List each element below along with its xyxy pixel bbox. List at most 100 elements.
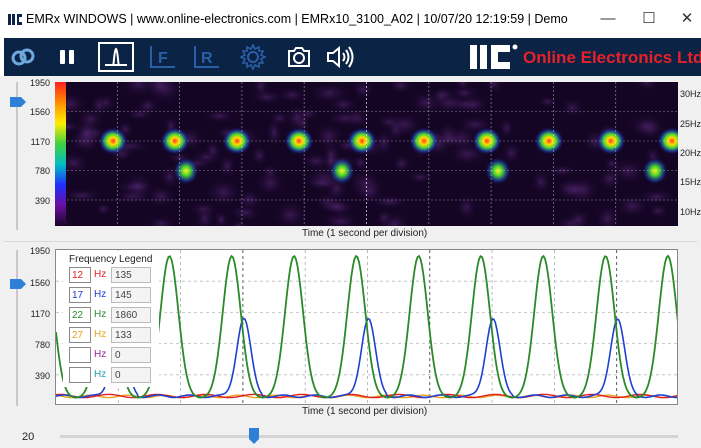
legend-frequency-input[interactable] [69, 347, 91, 363]
spectro-hot-blob [347, 127, 377, 155]
legend-row: Hz 0 [69, 347, 155, 365]
legend-value: 0 [111, 367, 151, 383]
spectrogram-gain-track[interactable] [16, 82, 18, 230]
minimize-button[interactable]: — [600, 10, 616, 27]
legend-frequency-input[interactable]: 12 [69, 267, 91, 283]
legend-unit: Hz [94, 289, 107, 300]
frequency-legend: Frequency Legend 12 Hz 135 17 Hz 145 22 Hz 1860 2… [63, 251, 159, 387]
spectro-ytick: 390 [34, 196, 50, 206]
spectro-noise-speckle [203, 139, 223, 162]
spectro-noise-speckle [559, 97, 585, 118]
spectro-noise-speckle [60, 188, 104, 203]
legend-frequency-input[interactable]: 22 [69, 307, 91, 323]
scale-slider-track[interactable] [60, 435, 678, 438]
svg-text:R: R [201, 50, 213, 67]
legend-unit: Hz [94, 349, 107, 360]
link-icon [11, 48, 35, 66]
spectro-noise-speckle [250, 143, 269, 168]
legend-value: 133 [111, 327, 151, 343]
legend-row: 27 Hz 133 [69, 327, 155, 345]
spectro-noise-speckle [594, 203, 621, 226]
spectro-noise-speckle [350, 82, 375, 101]
legend-frequency-input[interactable]: 17 [69, 287, 91, 303]
trend-ytick: 1170 [30, 309, 50, 319]
spectro-noise-speckle [484, 82, 504, 94]
close-button[interactable]: ✕ [680, 10, 694, 27]
speaker-icon [327, 45, 354, 69]
spectro-noise-speckle [455, 192, 478, 222]
spectro-noise-speckle [284, 102, 310, 134]
settings-button[interactable] [236, 41, 270, 73]
trend-ytick: 390 [34, 371, 50, 381]
trend-ytick: 1950 [29, 246, 50, 256]
spectro-secondary-blob [329, 157, 355, 185]
legend-unit: Hz [94, 309, 107, 320]
waveform-button[interactable] [98, 42, 134, 72]
spectro-noise-speckle [320, 211, 361, 226]
spectro-noise-speckle [530, 168, 552, 196]
legend-frequency-input[interactable] [69, 367, 91, 383]
spectro-noise-speckle [546, 164, 578, 177]
scale-slider-thumb[interactable] [248, 427, 260, 445]
spectro-hot-blob [472, 127, 502, 155]
spectro-hz-tick: 25Hz [680, 119, 701, 129]
r-filter-button[interactable]: R [190, 41, 224, 73]
pause-button[interactable] [50, 41, 84, 73]
spectro-time-label: Time (1 second per division) [302, 228, 428, 239]
spectro-noise-speckle [268, 110, 291, 126]
spectro-hot-blob [534, 127, 564, 155]
spectro-noise-speckle [321, 199, 350, 214]
spectro-secondary-blob [485, 157, 511, 185]
title-bar: EMRx WINDOWS | www.online-electronics.co… [0, 0, 701, 38]
spectro-hot-blob [657, 127, 678, 155]
spectro-noise-speckle [135, 95, 160, 117]
trend-gain-thumb[interactable] [9, 278, 27, 290]
legend-row: 12 Hz 135 [69, 267, 155, 285]
spectro-ytick: 1560 [29, 107, 50, 117]
spectro-noise-speckle [388, 82, 413, 96]
link-button[interactable] [6, 41, 40, 73]
legend-value: 145 [111, 287, 151, 303]
spectrogram-gain-thumb[interactable] [9, 96, 27, 108]
spectro-noise-speckle [276, 86, 308, 104]
spectro-noise-speckle [498, 117, 515, 140]
brand-logo-icon [470, 44, 518, 69]
spectro-noise-speckle [235, 188, 264, 211]
f-filter-button[interactable]: F [146, 41, 180, 73]
r-filter-icon: R [194, 46, 219, 68]
spectro-noise-speckle [374, 208, 394, 226]
trend-series-line [56, 254, 677, 399]
spectro-noise-speckle [144, 184, 177, 209]
spectro-noise-speckle [201, 108, 238, 124]
legend-row: Hz 0 [69, 367, 155, 385]
spectro-noise-speckle [303, 176, 341, 190]
spectro-hz-tick: 30Hz [680, 89, 701, 99]
spectro-noise-speckle [564, 208, 593, 226]
spectro-noise-speckle [93, 202, 113, 216]
spectro-noise-speckle [213, 210, 230, 226]
legend-frequency-input[interactable]: 27 [69, 327, 91, 343]
f-filter-icon: F [150, 46, 175, 68]
scale-slider-value: 20 [22, 431, 35, 443]
spectro-ytick: 1950 [29, 78, 50, 88]
snapshot-button[interactable] [282, 41, 316, 73]
spectro-noise-speckle [89, 93, 109, 118]
spectro-hz-tick: 15Hz [680, 177, 701, 187]
legend-unit: Hz [94, 329, 107, 340]
trend-series-line [56, 316, 677, 399]
spectro-noise-speckle [635, 188, 678, 206]
audio-button[interactable] [324, 41, 358, 73]
spectro-secondary-blob [642, 157, 668, 185]
spectro-noise-speckle [249, 89, 285, 105]
spectro-noise-speckle [537, 95, 558, 108]
legend-title: Frequency Legend [69, 254, 153, 265]
panel-divider [4, 241, 697, 242]
trend-gain-track[interactable] [16, 250, 18, 406]
spectro-secondary-blob [173, 157, 199, 185]
spectro-noise-speckle [429, 132, 470, 146]
trend-canvas [56, 250, 677, 404]
trend-ytick: 1560 [29, 278, 50, 288]
maximize-button[interactable]: ☐ [642, 10, 656, 27]
brand-name: Online Electronics Ltd [523, 48, 701, 67]
spectro-ytick: 780 [34, 166, 50, 176]
